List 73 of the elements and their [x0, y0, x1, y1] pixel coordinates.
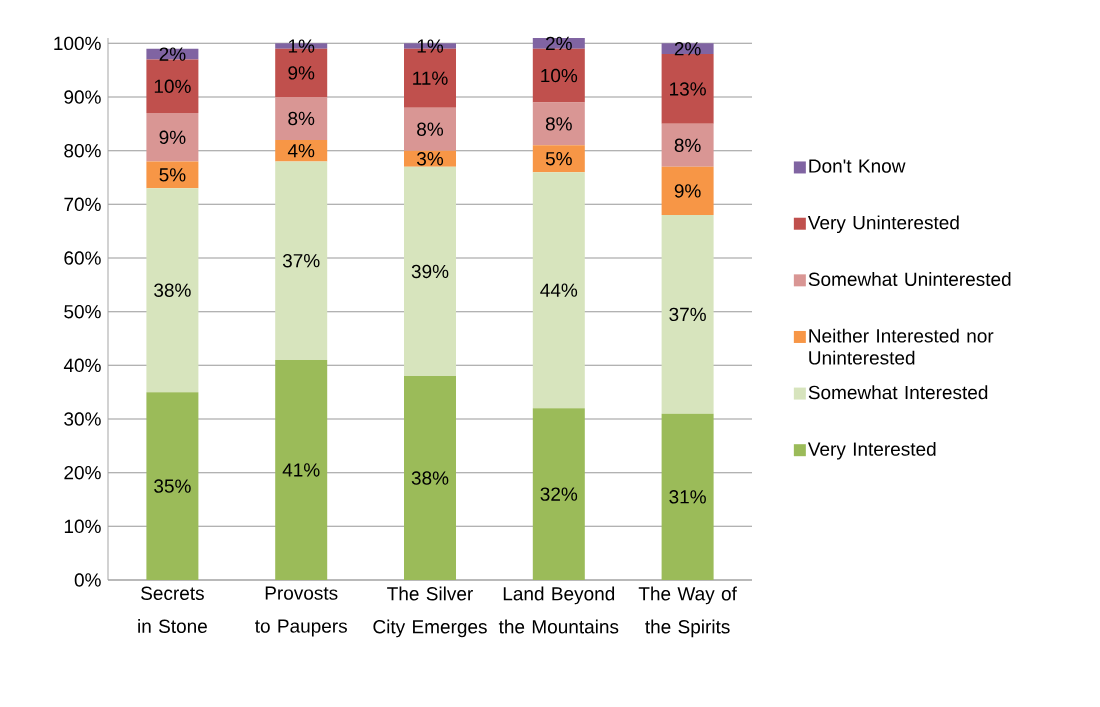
- data-label: 37%: [669, 307, 706, 322]
- x-tick-label: Provosts to Paupers: [255, 586, 347, 637]
- legend-label: Neither Interested nor Uninterested: [809, 328, 994, 365]
- data-label: 39%: [411, 264, 449, 279]
- y-tick-label: 70%: [64, 197, 101, 212]
- data-label: 3%: [417, 152, 444, 166]
- bar: [275, 359, 328, 580]
- bar: [532, 145, 585, 173]
- y-tick-label: 60%: [64, 251, 101, 265]
- data-label: 2%: [159, 47, 186, 61]
- bar: [661, 123, 714, 167]
- bar: [661, 54, 714, 124]
- bar: [661, 215, 714, 414]
- bar: [532, 48, 585, 103]
- legend-label: Very Interested: [807, 441, 936, 460]
- data-label: 8%: [417, 122, 444, 136]
- legend-label: Don't Know: [809, 159, 906, 173]
- data-label: 13%: [670, 82, 706, 96]
- data-label: 37%: [282, 253, 320, 268]
- bar: [146, 161, 199, 189]
- data-label: 8%: [545, 117, 572, 131]
- bar: [404, 107, 456, 151]
- bar: [275, 161, 328, 360]
- y-tick-label: 90%: [64, 90, 101, 104]
- x-tick-label: Secrets in Stone: [138, 586, 207, 633]
- data-label: 9%: [159, 130, 186, 144]
- y-tick-label: 50%: [64, 304, 101, 319]
- data-label: 4%: [287, 144, 315, 158]
- data-label: 5%: [159, 168, 186, 182]
- data-label: 2%: [546, 36, 572, 51]
- data-label: 38%: [411, 471, 449, 485]
- x-tick-label: The Silver City Emerges: [373, 586, 487, 638]
- data-label: 10%: [154, 79, 191, 94]
- y-tick-label: 40%: [63, 358, 101, 373]
- data-label: 8%: [288, 111, 315, 126]
- legend-label: Somewhat Uninterested: [808, 272, 1011, 286]
- y-tick-label: 10%: [64, 519, 101, 534]
- bar: [146, 392, 199, 580]
- bar: [661, 413, 714, 580]
- data-label: 41%: [282, 463, 320, 477]
- data-label: 9%: [288, 66, 315, 80]
- bar: [146, 59, 199, 114]
- data-label: 35%: [154, 479, 191, 493]
- data-label: 1%: [288, 39, 315, 53]
- data-label: 44%: [540, 283, 578, 297]
- bar: [404, 376, 456, 580]
- y-tick-label: 100%: [54, 36, 101, 51]
- bar: [532, 408, 585, 580]
- bar: [532, 172, 585, 409]
- data-label: 8%: [674, 138, 701, 153]
- y-tick-label: 20%: [64, 465, 101, 480]
- data-label: 1%: [417, 39, 444, 53]
- data-label: 31%: [669, 490, 706, 504]
- data-label: 38%: [154, 283, 191, 297]
- bar: [146, 113, 199, 162]
- data-label: 2%: [674, 42, 701, 56]
- bar: [404, 166, 456, 377]
- bar: [146, 188, 199, 393]
- x-tick-label: Land Beyond the Mountains: [498, 586, 619, 634]
- bar: [661, 166, 714, 216]
- data-label: 32%: [540, 487, 578, 501]
- data-label: 10%: [541, 68, 578, 83]
- x-tick-label: The Way of the Spirits: [638, 586, 737, 638]
- bar: [532, 102, 585, 146]
- legend-label: Very Uninterested: [807, 215, 959, 234]
- y-tick-label: 80%: [64, 143, 101, 158]
- data-label: 5%: [545, 152, 572, 166]
- data-label: 11%: [413, 71, 448, 85]
- bar: [275, 97, 328, 140]
- data-label: 9%: [674, 184, 701, 198]
- legend-label: Somewhat Interested: [808, 385, 988, 400]
- y-tick-label: 30%: [64, 412, 101, 426]
- y-tick-label: 0%: [74, 573, 101, 587]
